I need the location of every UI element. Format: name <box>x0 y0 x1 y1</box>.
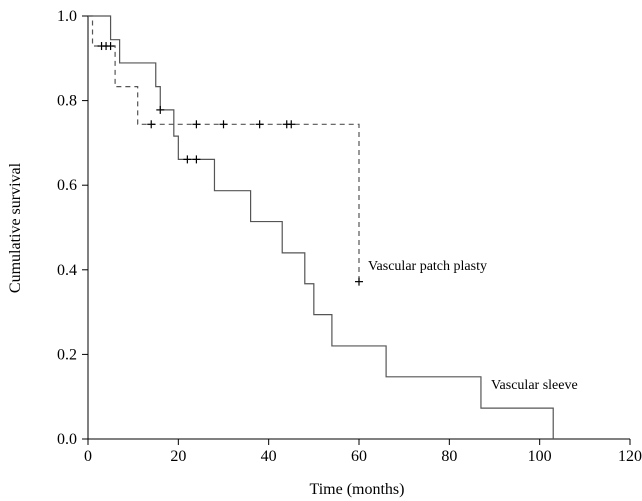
censor-mark-vascular-sleeve <box>156 105 165 114</box>
y-tick-label: 0.8 <box>57 93 77 110</box>
censor-mark-vascular-patch-plasty <box>192 120 201 129</box>
censor-mark-vascular-patch-plasty <box>106 42 115 51</box>
x-tick-label: 100 <box>528 448 552 465</box>
y-tick-label: 1.0 <box>57 8 77 25</box>
censor-mark-vascular-patch-plasty <box>287 120 296 129</box>
x-tick-label: 0 <box>84 448 92 465</box>
annotation-vascular-sleeve: Vascular sleeve <box>491 378 578 393</box>
x-tick-label: 80 <box>441 448 457 465</box>
series-line-vascular-sleeve <box>88 15 554 439</box>
censor-mark-vascular-patch-plasty <box>255 120 264 129</box>
y-tick-label: 0.4 <box>57 262 77 279</box>
y-tick-label: 0.0 <box>57 431 77 448</box>
annotation-vascular-patch-plasty: Vascular patch plasty <box>368 259 487 274</box>
x-tick-label: 40 <box>261 448 277 465</box>
x-tick-label: 20 <box>170 448 186 465</box>
ticks: 0 20 40 60 80 100 120 0.0 0.2 0.4 0.6 0.8 1.0 <box>57 8 642 465</box>
censor-mark-vascular-patch-plasty <box>219 120 228 129</box>
censor-mark-vascular-patch-plasty <box>147 120 156 129</box>
y-tick-label: 0.6 <box>57 177 77 194</box>
series-line-vascular-patch-plasty <box>88 15 360 282</box>
x-tick-label: 120 <box>618 448 642 465</box>
censor-mark-vascular-sleeve <box>192 155 201 164</box>
censor-mark-vascular-patch-plasty <box>355 277 363 286</box>
axes <box>87 16 630 440</box>
y-axis-label: Cumulative survival <box>7 162 24 293</box>
censor-layer <box>97 42 363 286</box>
censor-mark-vascular-sleeve <box>183 155 192 164</box>
x-axis-label: Time (months) <box>310 481 405 498</box>
y-tick-label: 0.2 <box>57 346 77 363</box>
series-layer <box>88 15 554 439</box>
x-tick-label: 60 <box>351 448 367 465</box>
